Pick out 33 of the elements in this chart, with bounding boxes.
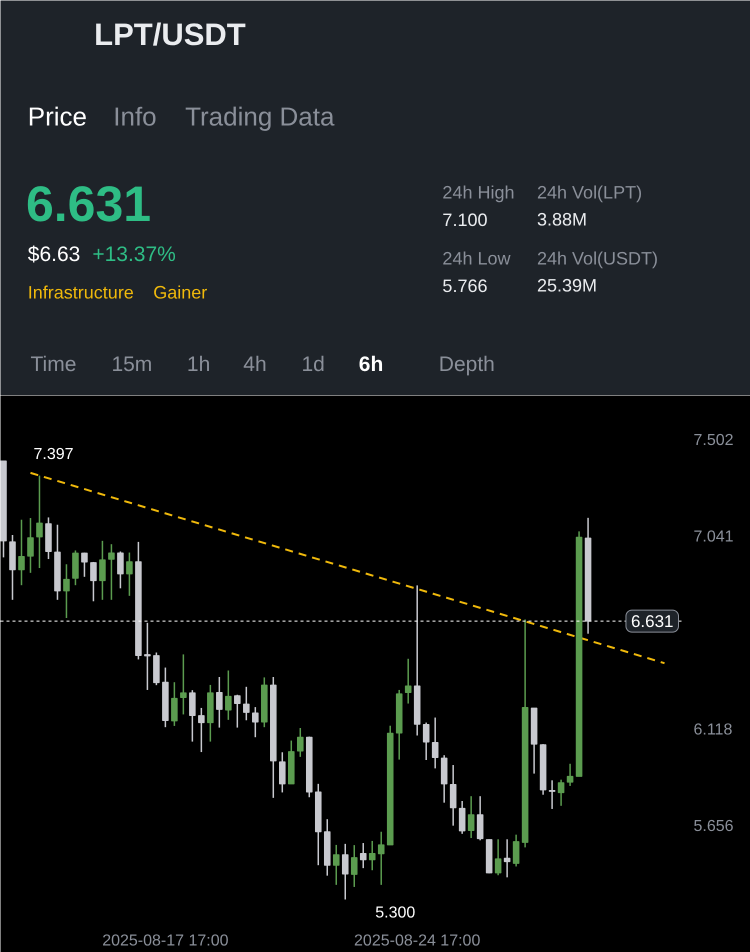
text: 6.631 xyxy=(26,176,152,232)
y-tick-label: 7.502 xyxy=(694,432,734,449)
y-tick-label: 5.656 xyxy=(694,818,734,836)
text: 24h Low xyxy=(442,248,512,268)
text: 25.39M xyxy=(537,276,598,296)
text: 5.766 xyxy=(442,276,488,296)
text: 4h xyxy=(243,353,267,376)
ref-line-label: 6.631 xyxy=(630,612,674,632)
text: 7.100 xyxy=(442,210,488,230)
text: +13.37% xyxy=(92,243,176,266)
text: 6h xyxy=(358,353,384,376)
text: 3.88M xyxy=(537,210,588,230)
text: Trading Data xyxy=(185,102,335,132)
text: Infrastructure xyxy=(28,282,134,302)
text: 15m xyxy=(111,353,152,376)
text: 1d xyxy=(301,353,325,376)
text: Price xyxy=(28,102,88,132)
x-tick-label: 2025-08-17 17:00 xyxy=(102,932,229,950)
text: Time xyxy=(30,353,76,376)
y-tick-label: 6.118 xyxy=(694,721,732,738)
text: Gainer xyxy=(153,282,208,302)
text: 1h xyxy=(186,353,210,376)
text: LPT/USDT xyxy=(94,17,246,52)
y-tick-label: 7.041 xyxy=(694,528,734,546)
text: Depth xyxy=(438,353,495,376)
annotation: 7.397 xyxy=(34,446,74,463)
text: 24h Vol(LPT) xyxy=(537,182,642,202)
text: 24h Vol(USDT) xyxy=(537,248,658,268)
text: 24h High xyxy=(442,182,514,202)
annotation: 5.300 xyxy=(375,904,416,922)
text: Info xyxy=(113,102,157,132)
text: $6.63 xyxy=(28,243,80,266)
x-tick-label: 2025-08-24 17:00 xyxy=(354,932,480,950)
